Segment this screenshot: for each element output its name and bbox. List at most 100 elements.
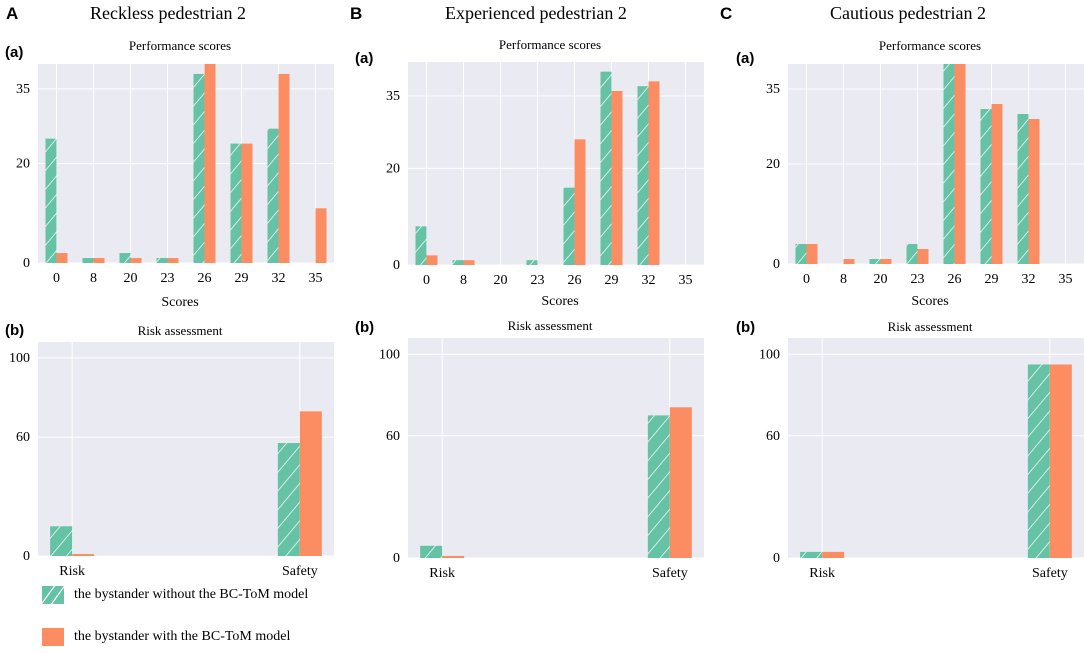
bar-without-bctom — [980, 109, 992, 264]
x-tick-label: 29 — [235, 271, 249, 286]
bar-without-bctom — [415, 226, 427, 265]
bar-without-bctom — [1027, 364, 1050, 558]
bar-with-bctom — [167, 258, 179, 263]
x-tick-label: 8 — [840, 272, 847, 287]
bar-without-bctom — [906, 244, 918, 264]
x-tick-label: 23 — [531, 273, 545, 288]
x-tick-label: 20 — [874, 272, 888, 287]
bar-without-bctom — [526, 260, 538, 265]
sub-letter-b-2: (b) — [355, 319, 375, 336]
bar-with-bctom — [611, 91, 623, 265]
bar-without-bctom — [452, 260, 464, 265]
bar-with-bctom — [426, 255, 438, 265]
bar-with-bctom — [72, 554, 95, 556]
bar-without-bctom — [869, 259, 881, 264]
bar-with-bctom — [843, 259, 855, 264]
x-tick-label: 32 — [1022, 272, 1036, 287]
y-tick-label: 20 — [766, 157, 780, 172]
x-tick-label: 8 — [460, 273, 467, 288]
bar-without-bctom — [82, 258, 94, 263]
x-tick-label: Risk — [809, 566, 835, 581]
y-tick-label: 0 — [23, 549, 30, 564]
bar-without-bctom — [600, 71, 612, 266]
legend-item-with: the bystander with the BC-ToM model — [42, 628, 290, 646]
chart-A-b: 0 60 100 Risk Safety — [9, 342, 334, 579]
bar-with-bctom — [204, 64, 216, 263]
bar-with-bctom — [954, 64, 966, 264]
bar-without-bctom — [230, 143, 242, 263]
y-tick-label: 0 — [23, 256, 30, 271]
x-tick-label: 26 — [948, 272, 962, 287]
y-tick-label: 20 — [16, 157, 30, 172]
x-tick-label: 29 — [605, 273, 619, 288]
plot-area — [408, 62, 704, 265]
bar-without-bctom — [420, 545, 443, 558]
chart-title-c-a: Performance scores — [878, 38, 982, 53]
bar-with-bctom — [991, 104, 1003, 264]
panel-letter-a: A — [6, 4, 19, 23]
bar-without-bctom — [156, 258, 168, 263]
bar-without-bctom — [267, 128, 279, 263]
y-tick-label: 0 — [773, 257, 780, 272]
panel-letter-c: C — [720, 4, 733, 23]
chart-title-b-b: Risk assessment — [507, 318, 593, 333]
bar-with-bctom — [278, 73, 290, 263]
chart-title-a-b: Risk assessment — [137, 323, 223, 338]
x-tick-label: Risk — [59, 564, 85, 579]
y-tick-label: 35 — [16, 82, 30, 97]
chart-C-b: 0 60 100 Risk Safety — [759, 338, 1084, 581]
xlabel-scores-c: Scores — [911, 294, 949, 309]
x-tick-label: Safety — [652, 566, 688, 581]
bar-with-bctom — [917, 249, 929, 264]
x-tick-label: 32 — [642, 273, 656, 288]
bar-with-bctom — [241, 143, 253, 263]
sub-letter-a-1: (a) — [5, 44, 24, 61]
x-tick-label: 26 — [198, 271, 212, 286]
bar-without-bctom — [119, 253, 131, 263]
x-tick-label: 23 — [161, 271, 175, 286]
xlabel-scores-a: Scores — [161, 295, 199, 310]
bar-with-bctom — [1028, 119, 1040, 264]
legend-item-without: the bystander without the BC-ToM model — [39, 583, 309, 607]
panel-title-cautious: Cautious pedestrian 2 — [830, 3, 986, 23]
sub-letter-b-3: (b) — [736, 319, 756, 336]
panel-title-experienced: Experienced pedestrian 2 — [445, 3, 627, 23]
bar-with-bctom — [1049, 364, 1072, 558]
chart-title-b-a: Performance scores — [498, 37, 602, 52]
x-tick-label: 20 — [124, 271, 138, 286]
panel-title-reckless: Reckless pedestrian 2 — [90, 3, 246, 23]
y-tick-label: 20 — [386, 161, 400, 176]
chart-title-c-b: Risk assessment — [887, 319, 973, 334]
bar-without-bctom — [45, 138, 57, 263]
bar-without-bctom — [563, 187, 575, 265]
bar-with-bctom — [574, 139, 586, 265]
bar-without-bctom — [1017, 114, 1029, 264]
bar-with-bctom — [442, 555, 465, 558]
bar-with-bctom — [315, 208, 327, 263]
y-tick-label: 0 — [393, 258, 400, 273]
sub-letter-a-2: (a) — [355, 50, 374, 67]
chart-B-b: 0 60 100 Risk Safety — [379, 338, 704, 581]
bar-with-bctom — [93, 258, 105, 263]
x-tick-label: 29 — [985, 272, 999, 287]
x-tick-label: 26 — [568, 273, 582, 288]
bar-with-bctom — [130, 258, 142, 263]
bar-with-bctom — [880, 259, 892, 264]
xlabel-scores-b: Scores — [541, 294, 579, 309]
legend-label-with: the bystander with the BC-ToM model — [74, 629, 291, 644]
bar-without-bctom — [943, 64, 955, 264]
legend-label-without: the bystander without the BC-ToM model — [74, 587, 309, 602]
chart-B-a: 0 20 35 0 8 20 23 26 29 32 35 — [386, 62, 704, 288]
y-tick-label: 100 — [9, 351, 30, 366]
x-tick-label: 23 — [911, 272, 925, 287]
bar-with-bctom — [463, 260, 475, 265]
sub-letter-a-3: (a) — [736, 50, 755, 67]
x-tick-label: 35 — [679, 273, 693, 288]
y-tick-label: 35 — [386, 89, 400, 104]
bar-with-bctom — [648, 81, 660, 265]
chart-C-a: 0 20 35 0 8 20 23 26 29 32 35 — [766, 64, 1084, 287]
x-tick-label: 0 — [423, 273, 430, 288]
sub-letter-b-1: (b) — [5, 322, 25, 339]
bar-without-bctom — [193, 73, 205, 263]
bar-without-bctom — [277, 443, 300, 556]
